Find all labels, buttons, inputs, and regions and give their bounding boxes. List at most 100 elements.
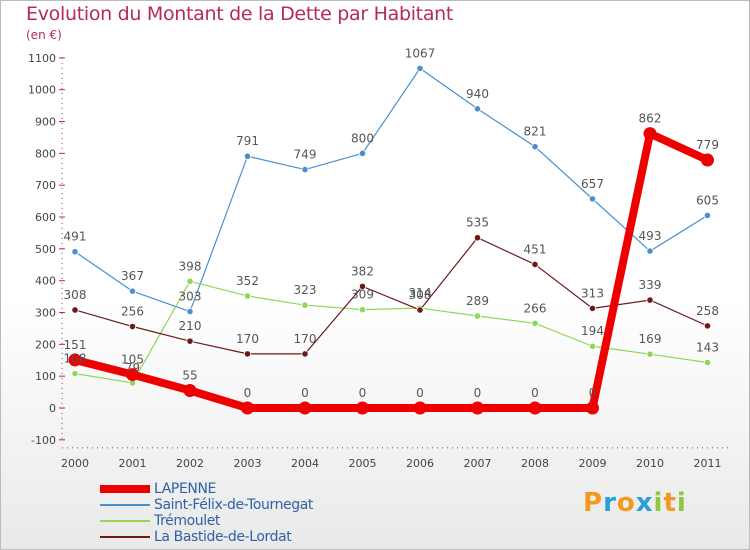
legend-item: La Bastide-de-Lordat (100, 529, 400, 545)
y-tick-label: 200 (35, 338, 56, 351)
data-label: 0 (589, 386, 597, 400)
y-tick-label: 1000 (28, 84, 56, 97)
data-label: 143 (696, 340, 719, 354)
data-label: 800 (351, 131, 374, 145)
data-label: 308 (64, 288, 87, 302)
data-label: 352 (236, 274, 259, 288)
x-tick-label: 2004 (291, 457, 319, 470)
legend: LAPENNE Saint-Félix-de-Tournegat Trémoul… (100, 481, 400, 545)
legend-item: Trémoulet (100, 513, 400, 529)
x-tick-label: 2010 (636, 457, 664, 470)
series-line (74, 67, 708, 313)
data-point (71, 306, 79, 314)
y-tick-label: 1100 (28, 52, 56, 65)
data-point (186, 307, 194, 316)
data-label: 491 (64, 230, 87, 244)
data-label: 314 (409, 286, 432, 300)
y-tick-label: 800 (35, 147, 56, 160)
data-label: 0 (416, 386, 424, 400)
data-label: 1067 (405, 46, 436, 60)
logo-letter: t (663, 488, 677, 518)
data-label: 170 (236, 332, 259, 346)
data-point (358, 149, 367, 157)
y-tick-label: 500 (35, 243, 56, 256)
data-label: 535 (466, 216, 489, 230)
y-tick-label: 300 (35, 307, 56, 320)
data-point (701, 153, 714, 167)
legend-label: LAPENNE (154, 481, 216, 497)
data-point (243, 292, 252, 300)
data-label: 258 (696, 304, 719, 318)
y-tick-label: 400 (35, 275, 56, 288)
logo-letter: i (653, 488, 664, 518)
data-point (528, 401, 542, 415)
data-label: 749 (294, 148, 317, 162)
data-label: 266 (524, 301, 547, 315)
y-tick-label: 900 (35, 116, 56, 129)
data-point (531, 260, 539, 269)
data-point (643, 127, 657, 141)
legend-label: Trémoulet (154, 513, 221, 529)
data-point (646, 350, 654, 358)
data-point (128, 287, 137, 295)
logo-letter: i (676, 488, 687, 518)
data-label: 308 (409, 288, 432, 302)
data-point (358, 282, 367, 291)
data-point (416, 306, 424, 314)
data-point (473, 312, 482, 320)
y-tick-label: 600 (35, 211, 56, 224)
logo-letter: x (635, 488, 654, 518)
legend-item: Saint-Félix-de-Tournegat (100, 497, 400, 513)
data-label: 151 (64, 338, 87, 352)
chart-unit-label: (en €) (26, 28, 62, 42)
data-label: 398 (179, 259, 202, 273)
series-line (74, 237, 708, 355)
x-tick-label: 2002 (176, 457, 204, 470)
data-point (186, 277, 194, 285)
data-label: 323 (294, 283, 317, 297)
data-point (243, 152, 252, 160)
data-label: 169 (639, 332, 662, 346)
data-label: 779 (696, 138, 719, 152)
data-label: 313 (581, 286, 604, 300)
data-label: 0 (359, 386, 367, 400)
data-point (126, 368, 139, 382)
data-label: 55 (182, 368, 197, 382)
data-label: 657 (581, 177, 604, 191)
data-label: 940 (466, 87, 489, 101)
data-point (473, 234, 482, 242)
data-point (183, 383, 197, 397)
data-point (301, 301, 309, 309)
legend-swatch-la-bastide (100, 536, 150, 538)
data-label: 862 (639, 112, 662, 126)
data-label: 791 (236, 134, 259, 148)
data-point (703, 211, 712, 220)
data-label: 194 (581, 324, 604, 338)
data-point (301, 350, 309, 358)
data-point (241, 401, 254, 415)
data-label: 451 (524, 242, 547, 256)
x-tick-label: 2007 (464, 457, 492, 470)
x-tick-label: 2008 (521, 457, 549, 470)
y-tick-label: -100 (31, 434, 56, 447)
data-label: 367 (121, 269, 144, 283)
data-point (243, 350, 252, 358)
data-label: 108 (64, 352, 87, 366)
data-label: 0 (244, 386, 252, 400)
legend-swatch-saint-felix (100, 504, 150, 506)
data-point (586, 401, 599, 415)
data-point (128, 322, 137, 331)
y-tick-label: 700 (35, 179, 56, 192)
data-point (588, 342, 597, 350)
x-tick-label: 2009 (579, 457, 607, 470)
legend-swatch-tremoulet (100, 520, 150, 522)
data-label: 0 (531, 386, 539, 400)
data-point (646, 247, 654, 255)
data-label: 210 (179, 319, 202, 333)
x-tick-label: 2003 (234, 457, 262, 470)
data-point (68, 353, 82, 367)
data-point (416, 64, 424, 72)
logo-letter: r (603, 488, 617, 518)
